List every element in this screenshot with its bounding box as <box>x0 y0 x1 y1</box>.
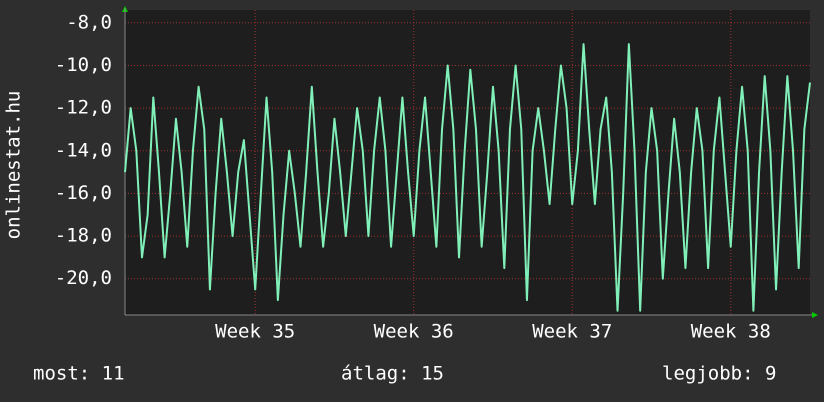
y-tick-label: -20,0 <box>55 267 112 289</box>
y-axis-label: onlinestat.hu <box>3 91 25 240</box>
y-tick-label: -14,0 <box>55 139 112 161</box>
footer-average: átlag: 15 <box>341 363 444 385</box>
y-tick-label: -12,0 <box>55 97 112 119</box>
x-tick-label: Week 37 <box>532 321 612 343</box>
data-line <box>124 43 811 312</box>
y-tick-label: -8,0 <box>66 11 112 33</box>
footer-best: legjobb: 9 <box>662 363 776 385</box>
x-tick-label: Week 35 <box>215 321 295 343</box>
y-tick-label: -18,0 <box>55 225 112 247</box>
footer-current: most: 11 <box>33 363 125 385</box>
x-tick-label: Week 36 <box>374 321 454 343</box>
x-tick-label: Week 38 <box>691 321 771 343</box>
y-tick-label: -10,0 <box>55 54 112 76</box>
y-tick-label: -16,0 <box>55 182 112 204</box>
axis-arrow <box>812 312 818 318</box>
plot-area <box>125 10 810 315</box>
